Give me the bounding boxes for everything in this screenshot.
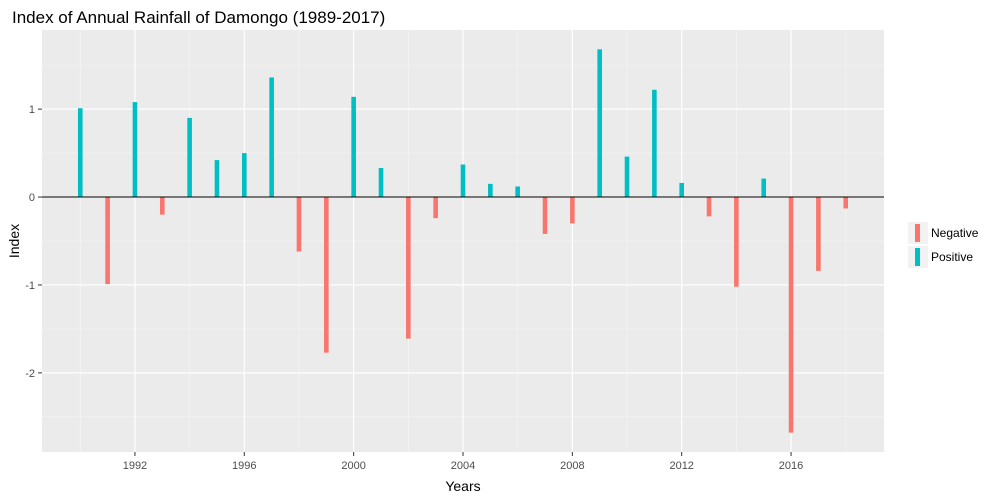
bar-2015	[761, 178, 767, 198]
y-tick-label: 1	[29, 104, 35, 116]
x-tick-label: 2004	[451, 460, 475, 472]
legend-label-negative: Negative	[931, 226, 979, 240]
chart-title: Index of Annual Rainfall of Damongo (198…	[12, 8, 385, 27]
bar-1994	[187, 117, 192, 198]
y-tick-label: -1	[25, 280, 35, 292]
x-axis-title: Years	[445, 478, 480, 494]
y-tick-label: -2	[25, 368, 35, 380]
bar-2011	[652, 89, 657, 198]
legend-label-positive: Positive	[931, 250, 973, 264]
bar-1991	[105, 197, 110, 285]
bar-2006	[515, 186, 520, 198]
bar-2008	[570, 197, 575, 224]
bar-2017	[816, 197, 821, 271]
legend: Negative Positive	[908, 222, 979, 268]
bar-2007	[542, 197, 548, 234]
bar-2013	[706, 197, 712, 217]
bar-2012	[679, 182, 685, 198]
bar-2005	[488, 183, 493, 198]
legend-key-negative	[915, 224, 920, 242]
bar-1993	[159, 197, 165, 215]
x-tick-label: 2012	[669, 460, 693, 472]
bar-2002	[406, 197, 411, 339]
y-tick-label: 0	[29, 192, 35, 204]
bar-1990	[77, 108, 83, 198]
bar-1998	[296, 197, 302, 252]
bar-1997	[269, 77, 274, 198]
x-tick-label: 1996	[232, 460, 256, 472]
bar-2000	[351, 96, 356, 198]
bars-group	[77, 49, 849, 433]
bar-1995	[214, 160, 220, 198]
x-axis-ticks: 1992 1996 2000 2004 2008 2012 2016	[123, 452, 803, 472]
grid-lines	[42, 30, 884, 452]
bar-1996	[241, 153, 247, 198]
x-tick-label: 1992	[123, 460, 147, 472]
bar-2004	[460, 164, 466, 198]
bar-1992	[132, 102, 138, 198]
bar-2001	[378, 168, 384, 198]
bar-2016	[788, 197, 794, 433]
bar-2009	[597, 49, 602, 198]
x-tick-label: 2000	[341, 460, 365, 472]
y-axis-ticks: -2 -1 0 1	[25, 104, 42, 380]
legend-key-positive	[915, 248, 920, 266]
y-axis-title: Index	[6, 224, 22, 258]
bar-2003	[433, 197, 438, 219]
bar-2010	[624, 156, 630, 198]
bar-1999	[324, 197, 329, 353]
x-tick-label: 2016	[779, 460, 803, 472]
bar-2018	[843, 197, 849, 209]
x-tick-label: 2008	[560, 460, 584, 472]
bar-2014	[734, 197, 739, 287]
